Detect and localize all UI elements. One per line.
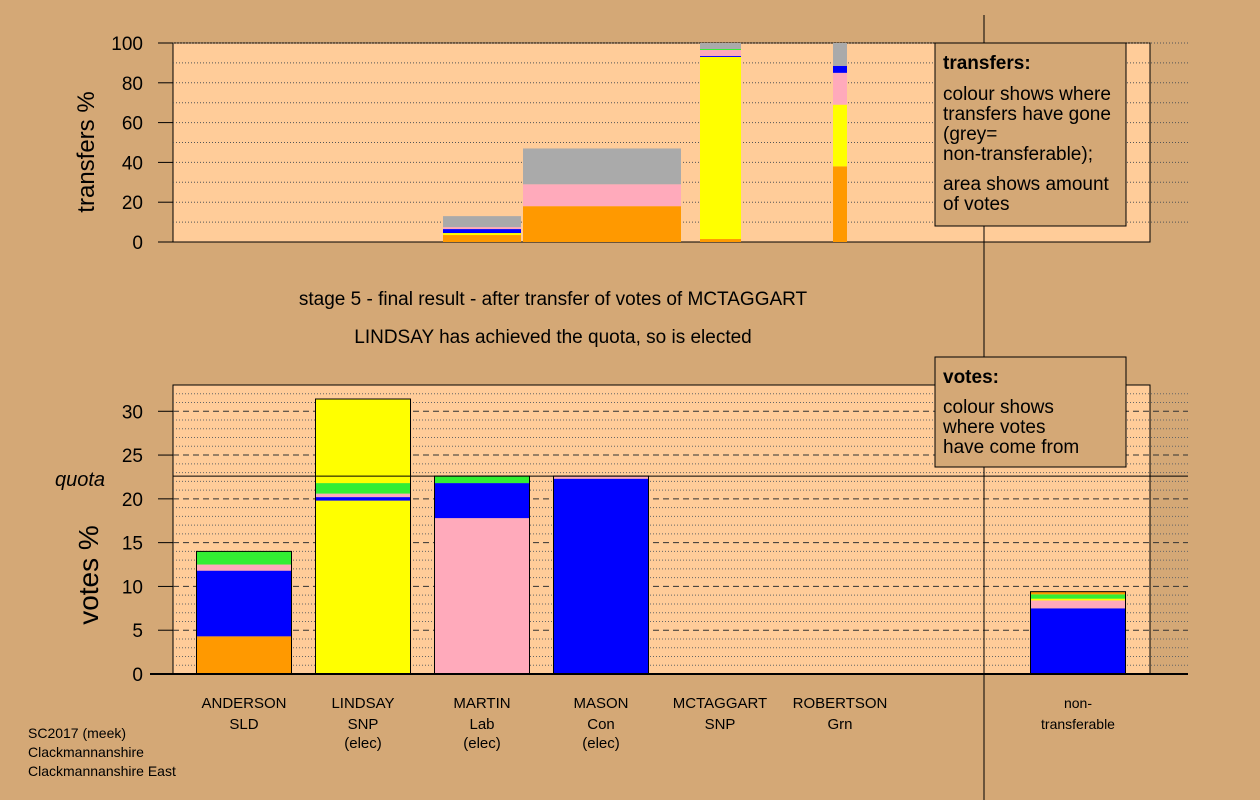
candidate-party: Con [587, 716, 615, 733]
y-tick-label: 0 [132, 665, 143, 686]
y-tick-label: 80 [122, 74, 143, 95]
y-tick-label: 100 [111, 34, 143, 55]
y-tick-label: 25 [122, 446, 143, 467]
votes-y-ticks: 0 5 10 15 20 25 30 [122, 402, 173, 686]
vote-segment-grn [434, 476, 530, 484]
vote-segment-lab [1030, 600, 1126, 609]
transfer-segment-snp [700, 56, 741, 240]
transfers-legend-line2: area shows amount of votes [943, 174, 1110, 215]
y-tick-label: 0 [132, 233, 143, 254]
vote-segment-snp [315, 399, 411, 484]
vote-segment-lab [315, 493, 411, 498]
candidate-name: LINDSAY [331, 695, 394, 712]
vote-segment-sld [196, 636, 292, 674]
vote-segment-con [315, 497, 411, 501]
stage-title: stage 5 - final result - after transfer … [299, 289, 808, 310]
vote-segment-lab [434, 518, 530, 674]
vote-segment-sld [1030, 591, 1126, 595]
candidate-party: SNP [705, 716, 736, 733]
transfer-segment-lab [443, 227, 521, 230]
transfer-segment-sld [523, 206, 681, 242]
quota-label: quota [55, 469, 105, 491]
vote-segment-con [553, 478, 649, 674]
vote-segment-lab [196, 564, 292, 571]
vote-segment-lab [553, 476, 649, 479]
candidate-party: SNP [348, 716, 379, 733]
candidate-status: (elec) [344, 735, 382, 752]
y-tick-label: 30 [122, 402, 143, 423]
vote-segment-snp [1030, 598, 1126, 601]
transfers-y-ticks: 0 20 40 60 80 100 [111, 34, 173, 254]
y-tick-label: 60 [122, 114, 143, 135]
y-tick-label: 10 [122, 577, 143, 598]
y-tick-label: 20 [122, 490, 143, 511]
votes-legend: votes: colour shows where votes have come … [934, 356, 1127, 468]
candidate-status: (elec) [582, 735, 620, 752]
vote-segment-con [196, 570, 292, 637]
transfer-segment-snp [443, 233, 521, 236]
vote-segment-con [1030, 608, 1126, 674]
candidate-status: (elec) [463, 735, 501, 752]
candidate-name: MCTAGGART [673, 695, 767, 712]
vote-segment-grn [1030, 594, 1126, 599]
transfer-segment-con [700, 55, 741, 57]
vote-segment-snp [315, 500, 411, 674]
y-tick-label: 5 [132, 621, 143, 642]
votes-legend-line1: colour shows where votes have come from [942, 397, 1079, 458]
y-tick-label: 40 [122, 153, 143, 174]
candidate-labels: ANDERSON SLD LINDSAY SNP (elec) MARTIN Lab (ele… [201, 695, 1115, 752]
transfers-legend-title: transfers: [943, 53, 1031, 74]
transfer-segment-lab [700, 49, 741, 56]
votes-y-axis-label: votes % [73, 525, 104, 625]
candidate-name: MASON [573, 695, 628, 712]
y-tick-label: 15 [122, 534, 143, 555]
transfer-segment-nontransferable [833, 43, 847, 66]
transfer-segment-sld [443, 235, 521, 242]
footer-council: Clackmannanshire [28, 744, 144, 760]
transfer-segment-sld [700, 239, 741, 242]
transfer-segment-sld [833, 166, 847, 242]
candidate-party: Lab [469, 716, 494, 733]
transfer-segment-nontransferable [443, 216, 521, 228]
elected-message: LINDSAY has achieved the quota, so is el… [354, 327, 752, 348]
vote-segment-grn [315, 483, 411, 494]
y-tick-label: 20 [122, 193, 143, 214]
footer-election: SC2017 (meek) [28, 725, 126, 741]
candidate-name: ANDERSON [201, 695, 286, 712]
candidate-name: ROBERTSON [793, 695, 888, 712]
transfer-segment-nontransferable [523, 148, 681, 185]
transfer-segment-con [443, 229, 521, 234]
transfer-segment-con [833, 65, 847, 73]
votes-legend-title: votes: [943, 367, 999, 388]
transfers-legend: transfers: colour shows where transfers h… [934, 42, 1127, 227]
transfer-segment-grn [700, 48, 741, 50]
footer-ward: Clackmannanshire East [28, 763, 176, 779]
transfer-segment-snp [833, 104, 847, 167]
candidate-party: SLD [229, 716, 258, 733]
transfers-legend-line1: colour shows where transfers have gone (gr… [943, 84, 1111, 165]
transfers-bars [443, 43, 847, 242]
candidate-party: transferable [1041, 716, 1115, 732]
vote-segment-con [434, 483, 530, 519]
candidate-party: Grn [827, 716, 852, 733]
transfer-segment-nontransferable [700, 43, 741, 49]
transfers-y-axis-label: transfers % [73, 91, 100, 212]
candidate-name: non- [1064, 695, 1092, 711]
transfer-segment-lab [523, 184, 681, 207]
candidate-name: MARTIN [453, 695, 510, 712]
transfer-segment-lab [833, 72, 847, 105]
votes-gridlines [173, 393, 1188, 666]
vote-segment-grn [196, 551, 292, 565]
